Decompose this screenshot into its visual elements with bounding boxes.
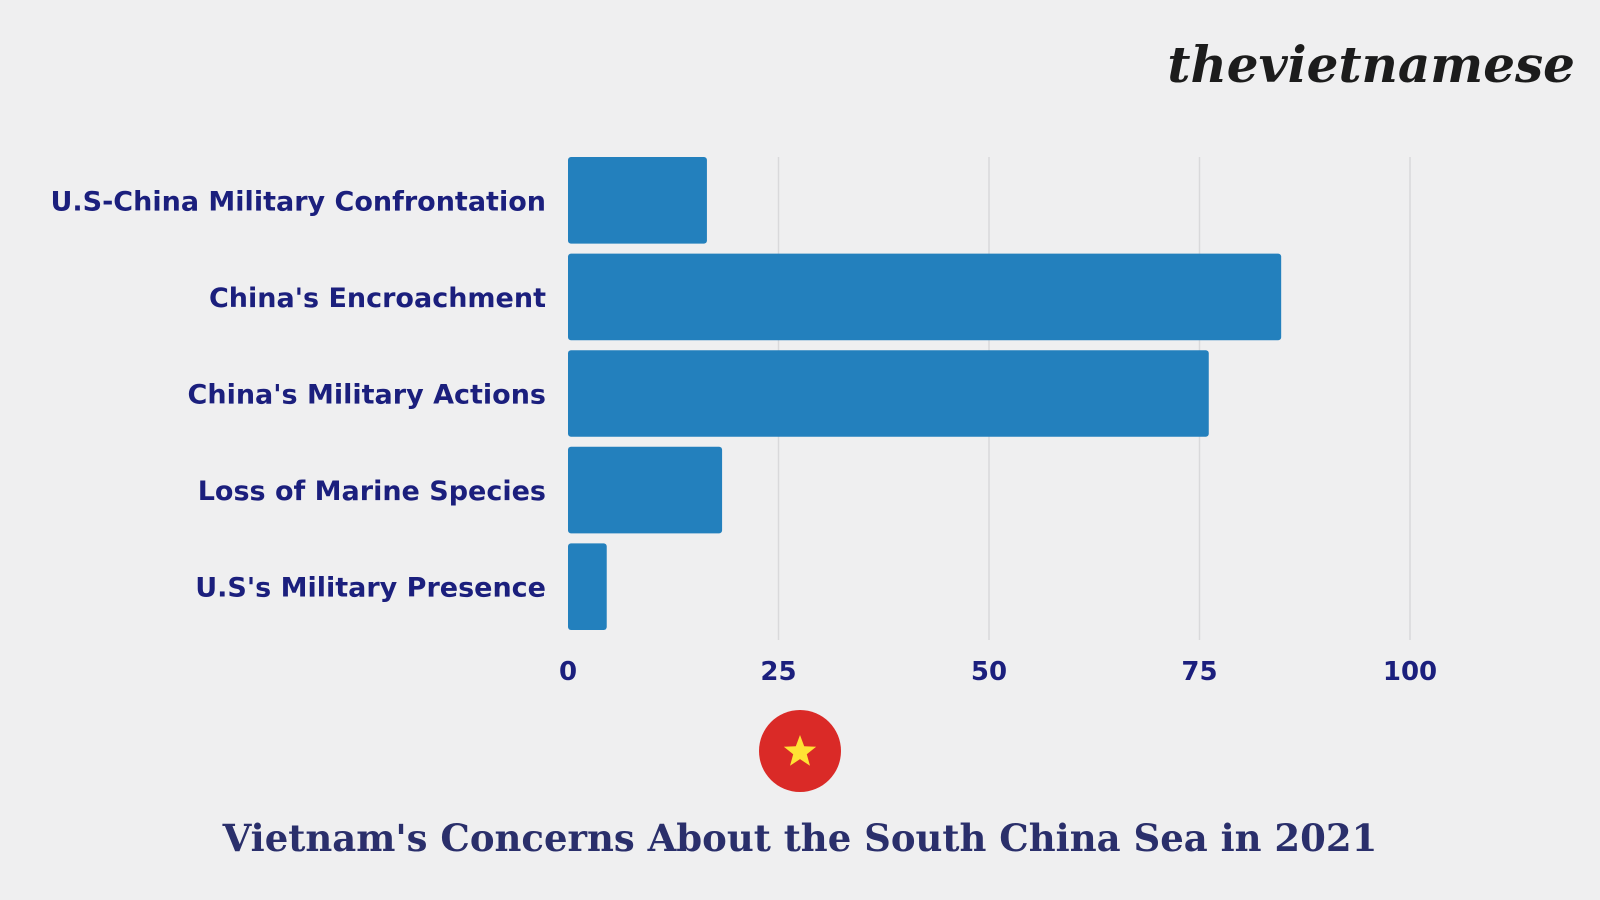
x-tick-label: 50 [971,657,1007,687]
bar [568,157,707,244]
category-labels: U.S-China Military Confrontation China's … [50,186,546,603]
vietnam-flag-icon [759,710,841,792]
bar [568,543,607,630]
brand-logo: thevietnamese [1167,35,1575,94]
star-icon [783,735,817,766]
x-tick-label: 75 [1181,657,1217,687]
x-axis-ticks: 0 25 50 75 100 [559,657,1437,687]
x-tick-label: 25 [760,657,796,687]
category-label: China's Military Actions [188,380,546,411]
category-label: U.S-China Military Confrontation [50,186,546,217]
bar [568,253,1282,341]
category-label: U.S's Military Presence [195,573,546,604]
category-label: China's Encroachment [209,283,546,314]
bar [568,446,723,534]
chart-title: Vietnam's Concerns About the South China… [222,816,1378,860]
bar [568,350,1209,437]
bars [568,157,1282,630]
x-tick-label: 100 [1383,657,1437,687]
category-label: Loss of Marine Species [198,476,546,507]
x-tick-label: 0 [559,657,577,687]
